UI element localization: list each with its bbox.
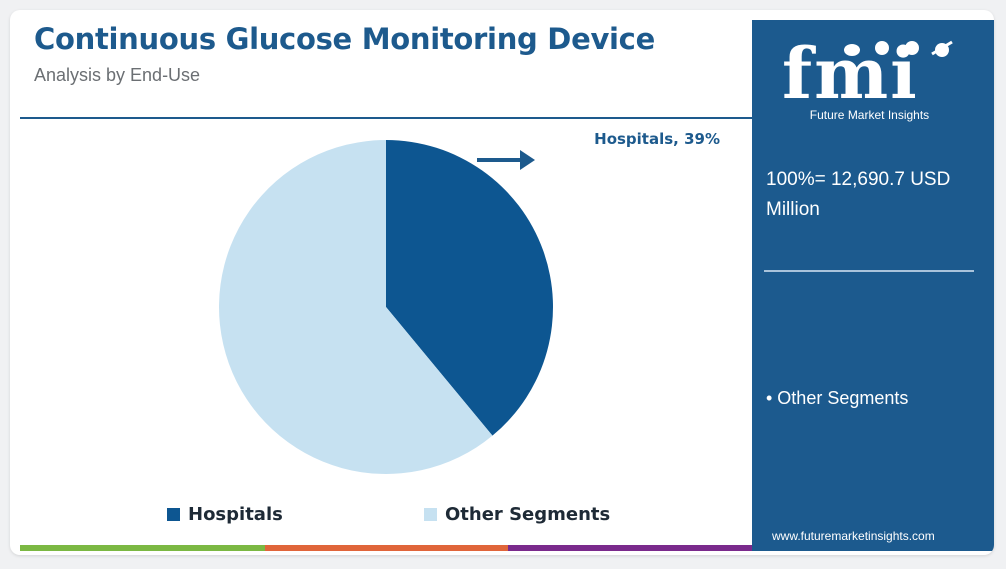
market-total: 100%= 12,690.7 USD Million [766,169,951,220]
pie-slices [218,140,553,474]
fmi-logo: fmi [782,34,953,106]
annotation-arrow-icon [477,150,535,170]
chart-card: Continuous Glucose Monitoring Device Ana… [10,10,994,555]
panel-divider [764,270,974,272]
pie-chart: Hospitals, 39% [218,130,720,474]
website-link[interactable]: www.futuremarketinsights.com [772,529,935,543]
title-divider [20,117,752,119]
bottom-bar-green [20,545,265,551]
pie-slice-hospitals [386,140,553,436]
legend-item-hospitals: Hospitals [167,502,283,526]
logo-figures-icon [844,40,953,57]
chart-title: Continuous Glucose Monitoring Device [34,22,655,56]
side-panel: fmi Future Market Insights 100%= 12,690.… [752,20,994,551]
bottom-bar-orange [265,545,508,551]
chart-subtitle: Analysis by End-Use [34,65,201,85]
bottom-bar-purple [508,545,752,551]
legend-item-other-segments: Other Segments [424,502,610,526]
data-label-hospitals: Hospitals, 39% [594,130,720,148]
legend-label-other-segments: Other Segments [445,503,611,525]
legend-label-hospitals: Hospitals [188,503,283,525]
panel-item-other-segments: • Other Segments [766,388,909,408]
pie-slice-other-segments [218,140,493,474]
legend-swatch-other-segments [424,507,437,521]
legend-swatch-hospitals [167,507,180,521]
logo-tagline: Future Market Insights [809,108,930,122]
